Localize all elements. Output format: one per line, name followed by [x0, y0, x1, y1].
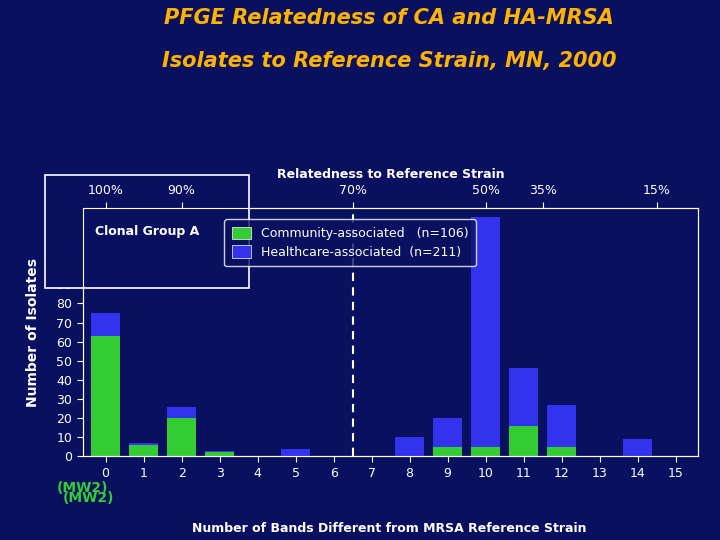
Bar: [91, 313, 120, 336]
Bar: [91, 336, 120, 456]
Legend: Community-associated   (n=106), Healthcare-associated  (n=211): Community-associated (n=106), Healthcare…: [225, 219, 476, 266]
Text: PFGE Relatedness of CA and HA-MRSA: PFGE Relatedness of CA and HA-MRSA: [164, 8, 613, 28]
Text: Clonal Group A: Clonal Group A: [95, 225, 199, 238]
Bar: [167, 407, 196, 418]
Bar: [433, 418, 462, 447]
Bar: [472, 218, 500, 447]
Text: (MW2): (MW2): [63, 491, 114, 505]
X-axis label: Relatedness to Reference Strain: Relatedness to Reference Strain: [276, 167, 505, 180]
Bar: [547, 404, 576, 447]
Bar: [130, 443, 158, 445]
Y-axis label: Number of Isolates: Number of Isolates: [26, 258, 40, 407]
Bar: [205, 453, 234, 456]
Bar: [167, 418, 196, 456]
Bar: [433, 447, 462, 456]
Text: (MW2): (MW2): [57, 481, 109, 495]
Bar: [624, 439, 652, 456]
Bar: [130, 445, 158, 456]
Bar: [472, 447, 500, 456]
Bar: [282, 449, 310, 456]
Bar: [205, 450, 234, 453]
Bar: [509, 368, 538, 426]
Text: Isolates to Reference Strain, MN, 2000: Isolates to Reference Strain, MN, 2000: [161, 51, 616, 71]
Bar: [547, 447, 576, 456]
Bar: [509, 426, 538, 456]
Text: Number of Bands Different from MRSA Reference Strain: Number of Bands Different from MRSA Refe…: [192, 522, 586, 535]
Bar: [395, 437, 424, 456]
